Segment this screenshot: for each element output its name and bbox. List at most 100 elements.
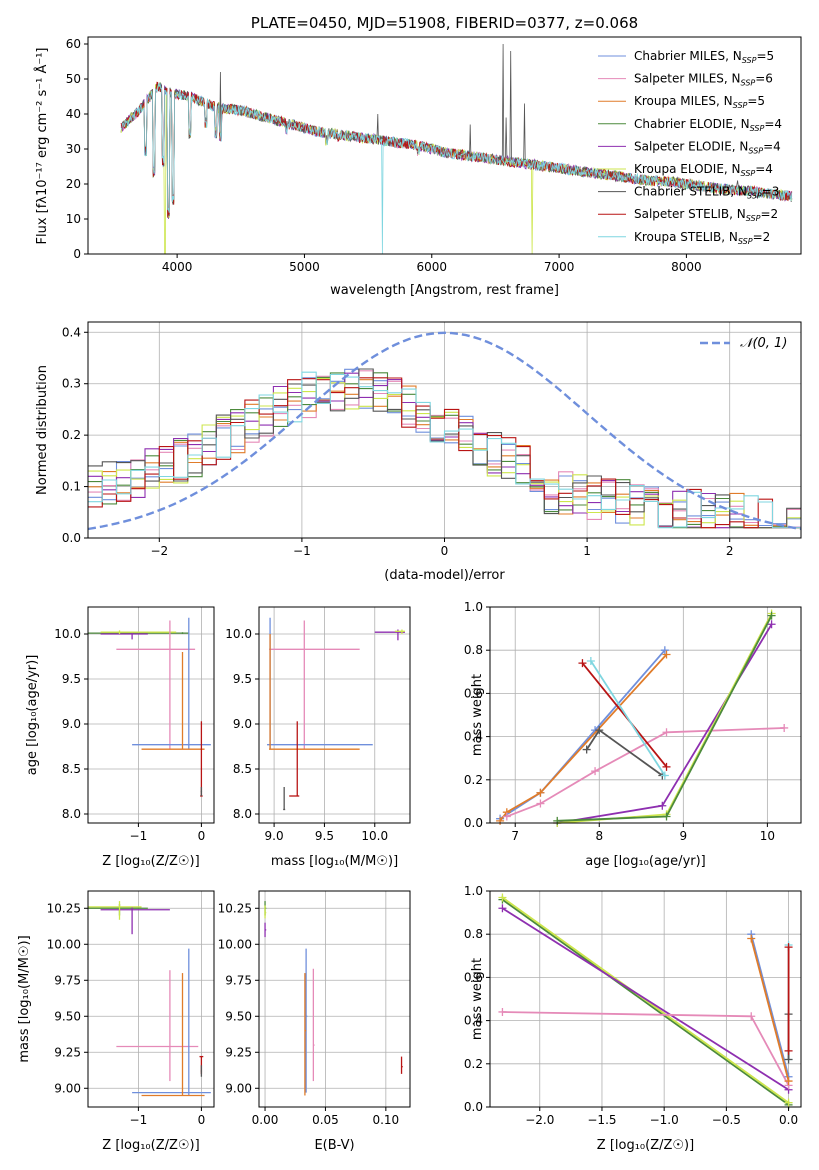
- weight-series-yellowgreen: [501, 896, 790, 1104]
- legend-label-text: Kroupa MILES, N: [634, 94, 733, 108]
- y-tick-label: 50: [66, 72, 81, 86]
- y-tick-label: 0.6: [464, 970, 483, 984]
- x-tick-label: 7000: [544, 260, 575, 274]
- weight-point-red: [784, 1046, 793, 1055]
- legend-label: Kroupa ELODIE, NSSP=4: [634, 162, 773, 178]
- x-tick-label: −1: [130, 829, 148, 843]
- y-tick-label: 8.0: [233, 807, 252, 821]
- age_vs_Z-xlabel: Z [log₁₀(Z/Z☉)]: [102, 854, 199, 869]
- legend-label-tail: =2: [760, 207, 778, 221]
- weight-point-orange: [747, 934, 756, 943]
- weight-series-red: [581, 662, 668, 768]
- weight-series-green: [501, 898, 790, 1106]
- legend-label-text: Salpeter STELIB, N: [634, 207, 746, 221]
- y-tick-label: 0.4: [62, 325, 81, 339]
- weight-series-blue: [750, 933, 790, 1078]
- weight-series-yellowgreen: [557, 613, 773, 824]
- x-tick-label: −1.5: [587, 1113, 616, 1127]
- legend-label: Kroupa STELIB, NSSP=2: [634, 230, 770, 246]
- legend-label-tail: =4: [764, 117, 782, 131]
- weight-point-blue: [660, 646, 669, 655]
- y-tick-label: 9.00: [54, 1081, 81, 1095]
- y-tick-label: 10: [66, 212, 81, 226]
- legend-label-text: Salpeter MILES, N: [634, 72, 741, 86]
- y-tick-label: 0: [73, 247, 81, 261]
- y-tick-label: 0.4: [464, 730, 483, 744]
- x-tick-label: 2: [726, 544, 734, 558]
- weight-point-orange: [784, 1077, 793, 1086]
- weight-point-pink: [662, 728, 671, 737]
- mass_vs_EBV-axes: [259, 891, 410, 1107]
- age_vs_Z-frame: [87, 606, 215, 824]
- weight-point-purple: [498, 904, 507, 913]
- weight_vs_Z-frame: [489, 890, 802, 1108]
- histogram-cyan: [88, 371, 801, 529]
- y-tick-label: 0.8: [464, 927, 483, 941]
- weight-point-pink: [780, 723, 789, 732]
- y-tick-label: 9.25: [54, 1045, 81, 1059]
- x-tick-label: 6000: [416, 260, 447, 274]
- y-tick-label: 0.2: [464, 773, 483, 787]
- age_vs_Z-ylabel: age [log₁₀(age/yr)]: [25, 655, 40, 776]
- spectrum-series-green: [120, 82, 793, 218]
- age_vs_mass-frame: [258, 606, 411, 824]
- residuals-axes: [88, 322, 801, 539]
- legend-label-text: Salpeter ELODIE, N: [634, 139, 748, 153]
- legend-label: Chabrier MILES, NSSP=5: [634, 49, 774, 65]
- weight-point-purple: [767, 620, 776, 629]
- weight-series-orange: [750, 938, 790, 1082]
- legend-label: Salpeter STELIB, NSSP=2: [634, 207, 778, 223]
- y-tick-label: 8.0: [62, 807, 81, 821]
- weight-point-green: [553, 816, 562, 825]
- mass_vs_Z-frame: [87, 890, 215, 1108]
- x-tick-label: −1: [130, 1113, 148, 1127]
- legend-label-text: Kroupa ELODIE, N: [634, 162, 741, 176]
- y-tick-label: 0.4: [464, 1014, 483, 1028]
- age_vs_mass-axes: [259, 607, 410, 823]
- legend-label-sub: SSP: [748, 146, 763, 155]
- weight-point-red: [578, 659, 587, 668]
- weight-point-purple: [658, 801, 667, 810]
- weight-point-red: [784, 943, 793, 952]
- x-tick-label: 7: [511, 829, 519, 843]
- y-tick-label: 0.8: [464, 643, 483, 657]
- weight-point-cyan: [660, 771, 669, 780]
- x-tick-label: 9.5: [315, 829, 334, 843]
- y-tick-label: 9.50: [225, 1009, 252, 1023]
- histogram-purple: [88, 372, 801, 529]
- legend-label-text: Chabrier ELODIE, N: [634, 117, 750, 131]
- legend-label-normal: 𝒩(0, 1): [740, 336, 787, 351]
- spectrum-title: PLATE=0450, MJD=51908, FIBERID=0377, z=0…: [251, 14, 638, 32]
- age_vs_Z-axes: [88, 607, 214, 823]
- legend-label-sub: SSP: [741, 79, 756, 88]
- weight-series-orange: [499, 653, 668, 822]
- y-tick-label: 40: [66, 107, 81, 121]
- weight-point-green: [662, 812, 671, 821]
- y-tick-label: 0.2: [62, 428, 81, 442]
- weight-point-gray: [595, 726, 604, 735]
- x-tick-label: 0: [441, 544, 449, 558]
- x-tick-label: 0.0: [779, 1113, 798, 1127]
- legend-label-text: Chabrier MILES, N: [634, 49, 742, 63]
- y-tick-label: 0.1: [62, 480, 81, 494]
- x-tick-label: 10.0: [361, 829, 388, 843]
- legend-label-tail: =5: [756, 49, 774, 63]
- x-tick-label: 0: [198, 1113, 206, 1127]
- weight-point-pink: [591, 767, 600, 776]
- weight-series-cyan: [590, 660, 666, 776]
- weight-point-red: [662, 762, 671, 771]
- residuals-xlabel: (data-model)/error: [384, 568, 505, 583]
- x-tick-label: 8: [595, 829, 603, 843]
- histogram-yellowgreen: [88, 377, 801, 529]
- y-tick-label: 0.0: [62, 531, 81, 545]
- legend-label-tail: =6: [755, 72, 773, 86]
- weight-point-cyan: [586, 657, 595, 665]
- x-tick-label: 9: [680, 829, 688, 843]
- x-tick-label: 10: [760, 829, 775, 843]
- mass_vs_Z-axes: [88, 891, 214, 1107]
- weight-point-orange: [536, 788, 545, 797]
- legend-label: Kroupa MILES, NSSP=5: [634, 94, 765, 110]
- histogram-red: [88, 377, 801, 529]
- legend-label-tail: =4: [755, 162, 773, 176]
- normal-curve: [87, 331, 802, 531]
